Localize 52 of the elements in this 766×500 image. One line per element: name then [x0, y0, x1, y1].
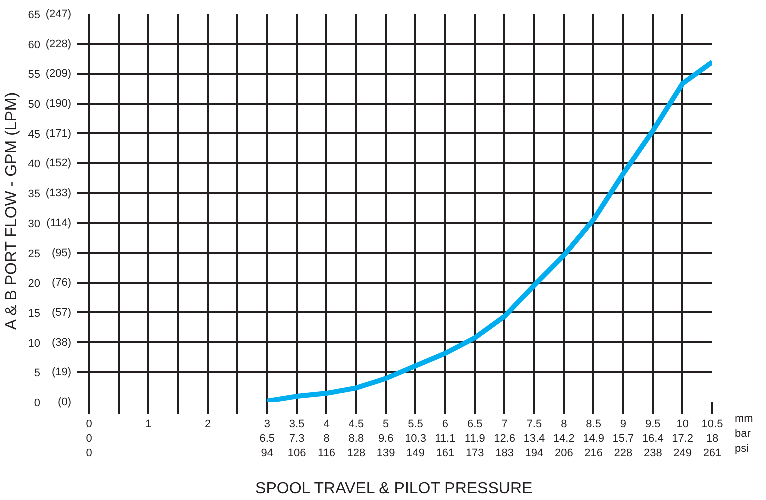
x-tick-label: 9.5 16.4 238	[642, 418, 664, 460]
x-axis-title: SPOOL TRAVEL & PILOT PRESSURE	[256, 480, 533, 498]
x-tick-label: 10.5 18 261	[702, 418, 724, 460]
y-tick-label: 20	[28, 278, 41, 290]
y2-tick-label: (171)	[46, 128, 72, 140]
y2-tick-label: (228)	[46, 38, 72, 50]
y2-tick-label: (38)	[52, 336, 72, 349]
x-tick-label: 9 15.7 228	[612, 418, 634, 460]
y2-tick-label: (0)	[58, 396, 72, 408]
y2-tick-label: (190)	[46, 98, 72, 110]
y-tick-label: 0	[34, 398, 41, 410]
x-tick-label: 4 8 116	[318, 418, 336, 460]
x-tick-label: 4.5 8.8 128	[347, 418, 366, 460]
y-tick-label: 45	[28, 128, 41, 141]
y-tick-label: 60	[28, 39, 41, 52]
y-tick-label: 25	[28, 248, 41, 260]
x-tick-label: 10 17.2 249	[672, 418, 694, 460]
y2-tick-label: (19)	[52, 366, 72, 379]
x-tick-label: 5.5 10.3 149	[405, 418, 426, 460]
x-tick-label: 3.5 7.3 106	[288, 418, 306, 460]
y-axis-title: A & B PORT FLOW - GPM (LPM)	[3, 92, 20, 330]
x-tick-label: 1	[146, 418, 152, 430]
y-tick-label: 15	[28, 308, 41, 320]
x-tick-label: 6.5 11.9 173	[464, 418, 486, 460]
x-tick-label: 2	[205, 418, 212, 430]
x-tick-label: 0 0 0	[86, 418, 92, 460]
y2-tick-label: (209)	[46, 68, 72, 80]
y2-tick-label: (57)	[52, 306, 72, 319]
x-tick-label: 8 14.2 206	[553, 418, 575, 460]
x-tick-label: 7.5 13.4 194	[524, 418, 546, 460]
x-tick-label: 3 6.5 94	[260, 418, 276, 460]
y-tick-label: 40	[28, 158, 41, 171]
y2-tick-label: (114)	[46, 217, 72, 230]
y-tick-label: 5	[34, 368, 41, 380]
y2-tick-label: (133)	[46, 188, 72, 200]
x-tick-label: 8.5 14.9 216	[583, 418, 605, 460]
y-tick-label: 65	[28, 10, 41, 22]
x-tick-label: 5 9.6 139	[376, 418, 396, 460]
x-tick-label: 7 12.6 183	[494, 418, 516, 460]
y-tick-label: 55	[28, 69, 41, 82]
y-tick-label: 30	[28, 218, 41, 230]
y2-tick-label: (247)	[46, 8, 72, 20]
text: psi	[735, 443, 750, 455]
y-tick-label: 50	[28, 99, 41, 112]
text: bar	[735, 428, 751, 440]
y2-tick-label: (76)	[52, 277, 72, 290]
x-tick-label: 6 11.1 161	[435, 418, 456, 460]
text: mm	[735, 413, 754, 425]
y-tick-label: 10	[28, 338, 41, 350]
y2-tick-label: (152)	[46, 158, 72, 170]
y2-tick-label: (95)	[52, 247, 72, 260]
y-tick-label: 35	[28, 188, 41, 201]
